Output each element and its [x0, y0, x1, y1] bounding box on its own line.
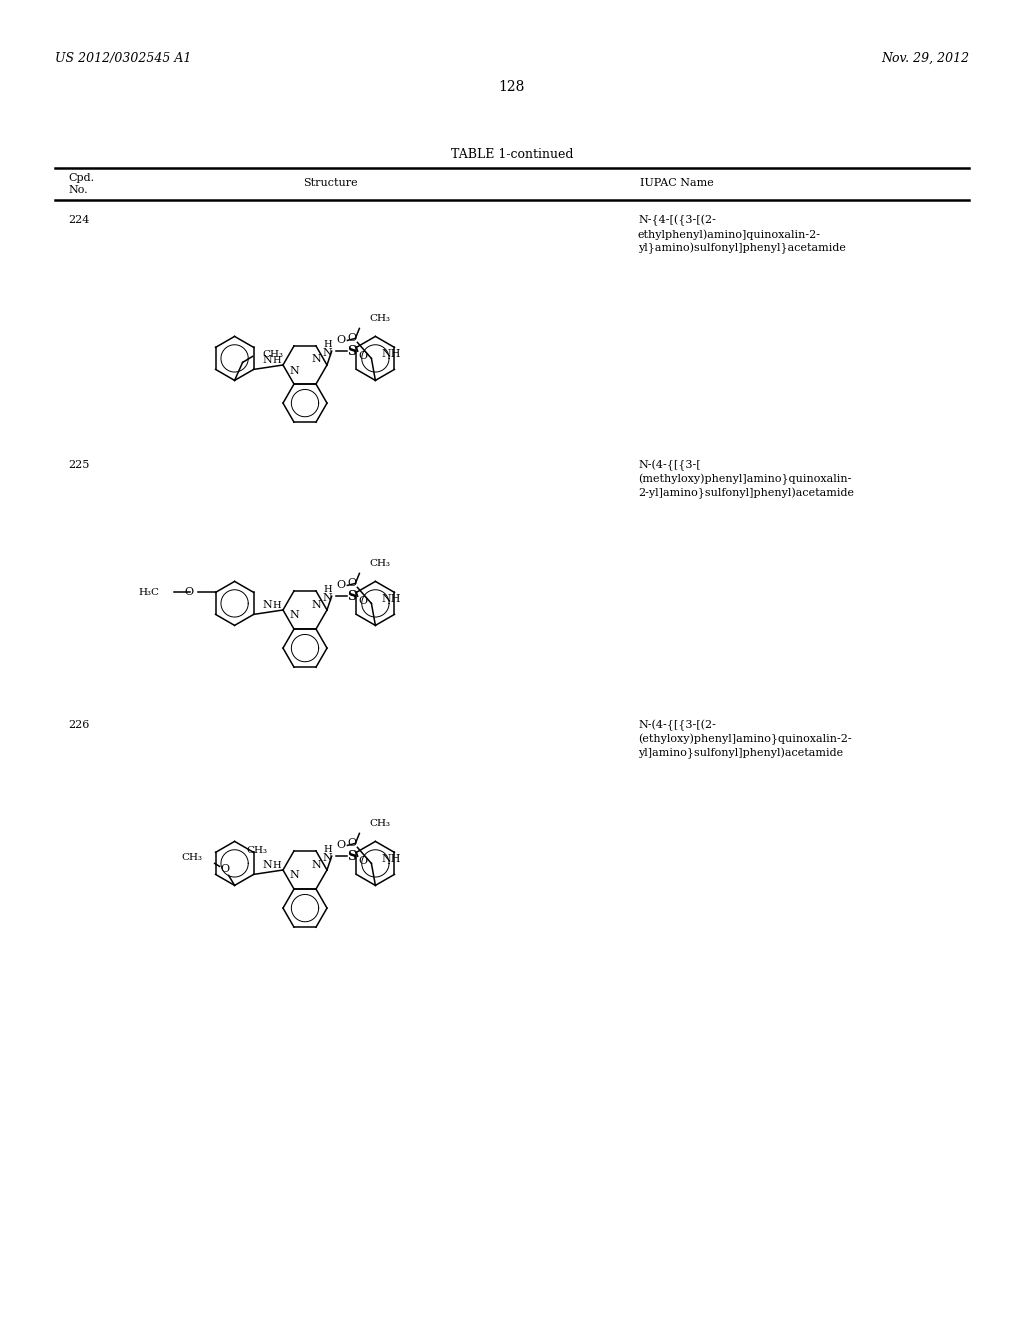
- Text: N-(4-{[{3-[: N-(4-{[{3-[: [638, 459, 700, 471]
- Text: H: H: [272, 861, 281, 870]
- Text: yl}amino)sulfonyl]phenyl}acetamide: yl}amino)sulfonyl]phenyl}acetamide: [638, 243, 846, 255]
- Text: H: H: [324, 845, 332, 854]
- Text: N: N: [311, 355, 321, 364]
- Text: O: O: [358, 351, 368, 362]
- Text: O: O: [358, 857, 368, 866]
- Text: H: H: [324, 585, 332, 594]
- Text: CH₃: CH₃: [370, 818, 390, 828]
- Text: Nov. 29, 2012: Nov. 29, 2012: [881, 51, 969, 65]
- Text: N: N: [262, 601, 272, 610]
- Text: Structure: Structure: [303, 178, 357, 187]
- Text: NH: NH: [381, 854, 401, 865]
- Text: CH₃: CH₃: [370, 558, 390, 568]
- Text: yl]amino}sulfonyl]phenyl)acetamide: yl]amino}sulfonyl]phenyl)acetamide: [638, 748, 843, 759]
- Text: O: O: [337, 581, 346, 590]
- Text: O: O: [220, 865, 229, 874]
- Text: O: O: [347, 333, 356, 343]
- Text: 224: 224: [68, 215, 89, 224]
- Text: N: N: [289, 366, 299, 375]
- Text: IUPAC Name: IUPAC Name: [640, 178, 714, 187]
- Text: (ethyloxy)phenyl]amino}quinoxalin-2-: (ethyloxy)phenyl]amino}quinoxalin-2-: [638, 734, 852, 746]
- Text: N: N: [323, 348, 333, 358]
- Text: O: O: [347, 578, 356, 589]
- Text: 226: 226: [68, 719, 89, 730]
- Text: S: S: [347, 850, 356, 863]
- Text: S: S: [347, 590, 356, 603]
- Text: TABLE 1-continued: TABLE 1-continued: [451, 148, 573, 161]
- Text: ethylphenyl)amino]quinoxalin-2-: ethylphenyl)amino]quinoxalin-2-: [638, 228, 821, 239]
- Text: O: O: [347, 838, 356, 849]
- Text: N: N: [262, 355, 272, 366]
- Text: N: N: [311, 859, 321, 870]
- Text: N: N: [289, 610, 299, 620]
- Text: N-{4-[({3-[(2-: N-{4-[({3-[(2-: [638, 215, 716, 226]
- Text: N: N: [289, 870, 299, 880]
- Text: N: N: [323, 853, 333, 863]
- Text: No.: No.: [68, 185, 88, 195]
- Text: O: O: [337, 841, 346, 850]
- Text: H₃C: H₃C: [138, 587, 160, 597]
- Text: NH: NH: [381, 350, 401, 359]
- Text: CH₃: CH₃: [181, 853, 203, 862]
- Text: CH₃: CH₃: [262, 350, 284, 359]
- Text: N: N: [323, 593, 333, 603]
- Text: O: O: [358, 597, 368, 606]
- Text: O: O: [184, 587, 194, 598]
- Text: S: S: [347, 345, 356, 358]
- Text: N: N: [262, 861, 272, 870]
- Text: H: H: [324, 339, 332, 348]
- Text: CH₃: CH₃: [247, 846, 267, 855]
- Text: N: N: [311, 599, 321, 610]
- Text: N-(4-{[{3-[(2-: N-(4-{[{3-[(2-: [638, 719, 716, 731]
- Text: Cpd.: Cpd.: [68, 173, 94, 183]
- Text: (methyloxy)phenyl]amino}quinoxalin-: (methyloxy)phenyl]amino}quinoxalin-: [638, 474, 851, 486]
- Text: H: H: [272, 355, 281, 364]
- Text: 2-yl]amino}sulfonyl]phenyl)acetamide: 2-yl]amino}sulfonyl]phenyl)acetamide: [638, 488, 854, 499]
- Text: NH: NH: [381, 594, 401, 605]
- Text: H: H: [272, 601, 281, 610]
- Text: 128: 128: [499, 81, 525, 94]
- Text: CH₃: CH₃: [370, 314, 390, 323]
- Text: US 2012/0302545 A1: US 2012/0302545 A1: [55, 51, 191, 65]
- Text: 225: 225: [68, 459, 89, 470]
- Text: O: O: [337, 335, 346, 346]
